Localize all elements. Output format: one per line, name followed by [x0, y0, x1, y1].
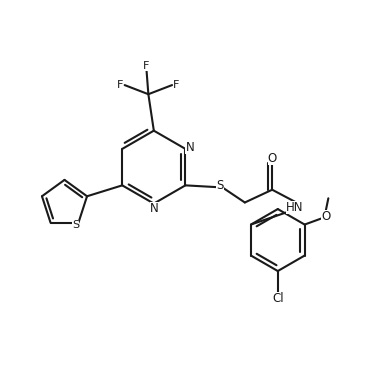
Text: F: F [117, 80, 123, 90]
Text: N: N [186, 141, 194, 154]
Text: F: F [173, 80, 180, 90]
Text: Cl: Cl [272, 291, 284, 305]
Text: S: S [216, 179, 224, 192]
Text: O: O [268, 152, 277, 165]
Text: N: N [150, 202, 159, 215]
Text: S: S [72, 220, 79, 230]
Text: HN: HN [286, 201, 303, 214]
Text: O: O [321, 210, 330, 223]
Text: F: F [143, 61, 150, 71]
